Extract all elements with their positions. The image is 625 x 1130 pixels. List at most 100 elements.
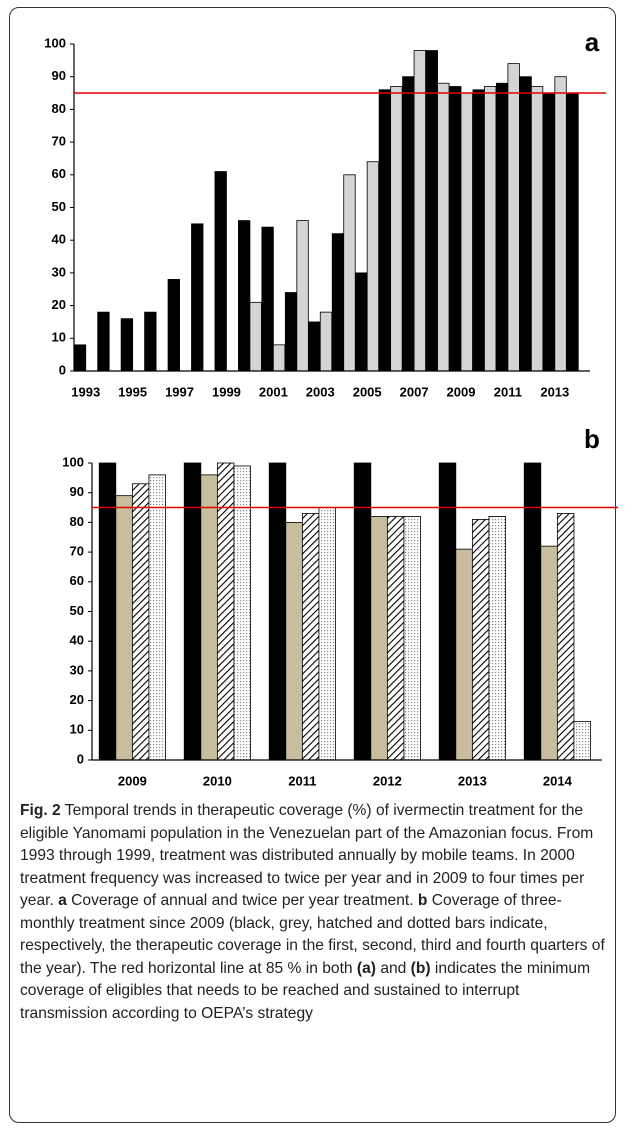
caption-bold: (b) (410, 959, 431, 977)
bar (554, 76, 567, 372)
panel-label: b (584, 424, 600, 454)
bar (403, 516, 421, 761)
bar (413, 50, 426, 372)
bar (556, 513, 575, 761)
x-tick-label: 1995 (118, 384, 147, 399)
y-tick-label: 0 (59, 362, 66, 377)
y-tick-label: 50 (70, 603, 84, 618)
bar (390, 86, 403, 372)
caption-bold: b (417, 892, 428, 909)
bar (449, 86, 462, 372)
y-tick-label: 70 (70, 544, 84, 559)
caption-text: Temporal trends in therapeutic coverage … (20, 802, 594, 909)
caption-text: Coverage of three-monthly treatment sinc… (20, 892, 605, 977)
bar (425, 50, 438, 372)
bar (484, 86, 497, 372)
caption-bold: a (58, 892, 67, 909)
x-tick-label: 2007 (400, 384, 429, 399)
x-tick-label: 2009 (118, 773, 147, 788)
bar (507, 63, 520, 372)
bar (308, 321, 321, 372)
caption: Fig. 2 Temporal trends in therapeutic co… (20, 800, 610, 1025)
panel-label: a (585, 27, 600, 57)
x-tick-label: 2013 (458, 773, 487, 788)
y-tick-label: 100 (62, 454, 84, 469)
y-tick-label: 30 (70, 662, 84, 677)
y-tick-label: 90 (52, 68, 66, 83)
y-tick-label: 70 (52, 134, 66, 149)
bar (120, 318, 134, 372)
y-tick-label: 30 (52, 264, 66, 279)
bar (97, 311, 110, 372)
bar (131, 483, 150, 761)
bar (402, 76, 415, 372)
bar (331, 233, 345, 372)
y-tick-label: 40 (52, 232, 66, 247)
bar (460, 92, 473, 372)
bar (301, 513, 320, 761)
bar (573, 720, 591, 761)
bar (496, 82, 509, 372)
bar (261, 226, 274, 372)
bar (318, 507, 336, 761)
x-tick-label: 2001 (259, 384, 288, 399)
bar (319, 311, 333, 372)
bar (471, 519, 490, 761)
bar (530, 86, 544, 372)
x-tick-label: 2010 (203, 773, 232, 788)
bar (272, 344, 286, 372)
x-tick-label: 1993 (71, 384, 100, 399)
bar (233, 465, 251, 761)
bar (249, 301, 262, 372)
x-tick-label: 2009 (447, 384, 476, 399)
bar (386, 516, 405, 761)
y-tick-label: 90 (70, 484, 84, 499)
y-tick-label: 20 (70, 692, 84, 707)
bar (284, 292, 298, 372)
bar (519, 76, 532, 372)
x-tick-label: 1999 (212, 384, 241, 399)
bar (285, 522, 303, 761)
bar (238, 220, 251, 372)
bar (366, 161, 380, 372)
bar (73, 344, 87, 372)
bar (200, 474, 218, 761)
bar (566, 92, 579, 372)
y-tick-label: 10 (70, 722, 84, 737)
y-tick-label: 80 (52, 101, 66, 116)
bar (437, 82, 450, 372)
x-tick-label: 2011 (494, 384, 522, 399)
caption-text: Coverage of annual and twice per year tr… (66, 892, 418, 909)
y-tick-label: 50 (52, 199, 66, 214)
x-tick-label: 2011 (288, 773, 316, 788)
x-tick-label: 2005 (353, 384, 382, 399)
bar (540, 545, 558, 761)
caption-bold: Fig. 2 (20, 802, 61, 819)
bar (488, 516, 506, 761)
bar (472, 89, 485, 372)
y-tick-label: 60 (70, 573, 84, 588)
bar (167, 279, 180, 372)
x-tick-label: 2012 (373, 773, 402, 788)
x-tick-label: 2013 (540, 384, 569, 399)
caption-text: indicates the minimum coverage of eligib… (20, 959, 591, 1022)
y-tick-label: 60 (52, 166, 66, 181)
x-tick-label: 2014 (543, 773, 573, 788)
caption-bold: (a) (356, 959, 376, 977)
bar (214, 171, 227, 372)
bar (370, 516, 388, 761)
x-tick-label: 2003 (306, 384, 335, 399)
bar (115, 495, 133, 761)
bar (144, 311, 157, 372)
y-tick-label: 0 (77, 751, 84, 766)
x-tick-label: 1997 (165, 384, 194, 399)
figure-frame (9, 7, 616, 1123)
bar (343, 174, 356, 372)
y-tick-label: 40 (70, 633, 84, 648)
bar (191, 223, 204, 372)
y-tick-label: 80 (70, 514, 84, 529)
bar (296, 220, 309, 372)
y-tick-label: 10 (52, 330, 66, 345)
bar (148, 474, 166, 761)
